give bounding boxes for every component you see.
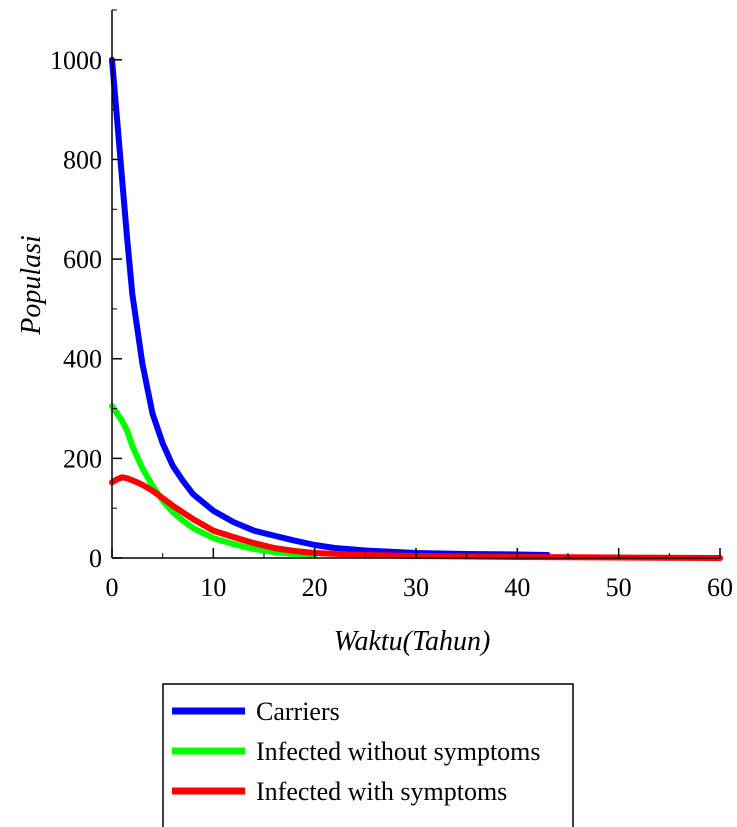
y-axis-label: Populasi <box>16 235 47 336</box>
y-tick-label: 800 <box>63 145 102 174</box>
y-tick-label: 400 <box>63 345 102 374</box>
y-tick-label: 600 <box>63 245 102 274</box>
series-line-2 <box>109 403 318 559</box>
x-axis-label: Waktu(Tahun) <box>334 626 491 657</box>
x-tick-label: 50 <box>606 573 632 602</box>
legend-label: Infected without symptoms <box>256 737 541 766</box>
y-tick-label: 1000 <box>50 46 102 75</box>
x-tick-label: 0 <box>106 573 119 602</box>
x-tick-label: 10 <box>200 573 226 602</box>
legend-items: Carriers Infected without symptoms Infecte… <box>172 697 541 806</box>
series-line-3 <box>109 474 723 561</box>
legend: Carriers Infected without symptoms Infecte… <box>162 683 574 827</box>
legend-label: Carriers <box>256 697 340 726</box>
x-tick-label: 30 <box>403 573 429 602</box>
x-ticks: 0 10 20 30 40 50 60 <box>106 548 733 602</box>
y-tick-label: 200 <box>63 444 102 473</box>
y-tick-label: 0 <box>89 544 102 573</box>
x-tick-label: 20 <box>302 573 328 602</box>
series-line-1 <box>109 56 551 558</box>
x-tick-label: 40 <box>504 573 530 602</box>
plot-lines <box>109 56 723 561</box>
x-tick-label: 60 <box>707 573 733 602</box>
y-ticks: 0 200 400 600 800 1000 <box>50 9 122 573</box>
legend-label: Infected with symptoms <box>256 777 507 806</box>
